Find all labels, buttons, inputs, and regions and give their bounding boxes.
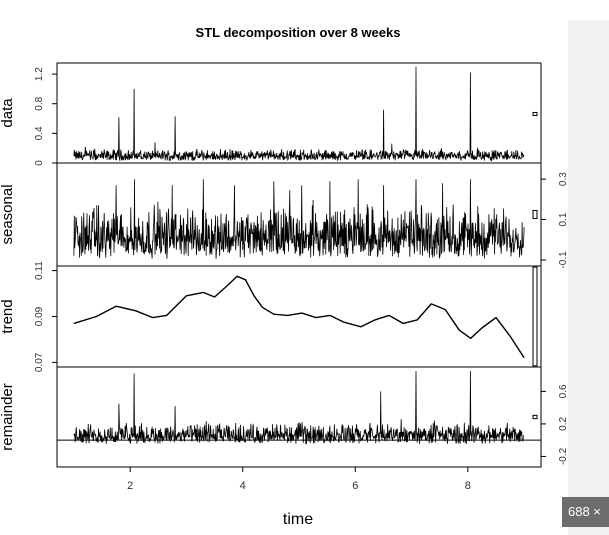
series-line (73, 66, 525, 162)
scale-bar (532, 414, 538, 420)
x-axis-label: time (283, 511, 313, 528)
y-tick: 0.11 (34, 261, 57, 280)
y-tick: 0.1 (541, 212, 569, 227)
y-tick-label: 0.09 (34, 306, 45, 326)
x-tick-label: 4 (240, 480, 246, 492)
y-tick-label: 0.1 (558, 212, 569, 226)
y-tick-label: 0.11 (34, 261, 45, 280)
panel-seasonal: -0.1 0.1 0.3 seasonal (0, 162, 569, 269)
y-tick-label: 0.3 (558, 172, 569, 186)
y-tick-label: 0 (34, 160, 45, 166)
y-tick: 0.4 (34, 126, 57, 140)
x-tick: 4 (240, 467, 246, 492)
y-axis-label: data (0, 98, 16, 128)
y-tick: -0.1 (541, 251, 569, 269)
panel-trend: 0.07 0.09 0.11 trend (0, 261, 542, 372)
y-tick: 0.8 (34, 96, 57, 111)
y-axis-label: seasonal (0, 184, 16, 244)
panel-data: 0 0.4 0.8 1.2 data (0, 62, 542, 166)
y-tick: 0.2 (541, 417, 569, 431)
y-tick-label: -0.1 (558, 251, 569, 269)
x-axis: 2 4 6 8 (127, 467, 471, 492)
y-tick-label: -0.2 (558, 447, 569, 465)
y-axis-label: trend (0, 299, 16, 333)
y-tick-label: 0.4 (34, 126, 45, 140)
scale-bar (532, 266, 538, 367)
y-tick: 0 (34, 160, 57, 166)
x-tick-label: 6 (352, 480, 358, 492)
panel-frame (56, 62, 542, 164)
image-size-badge: 688 × (562, 497, 609, 527)
y-tick: 1.2 (34, 67, 57, 81)
x-tick-label: 8 (465, 480, 471, 492)
scale-bar (532, 111, 538, 116)
panel-frame (56, 162, 542, 267)
panel-frame (56, 366, 542, 468)
y-axis-label: remainder (0, 383, 16, 451)
chart-title: STL decomposition over 8 weeks (196, 25, 401, 40)
x-tick: 2 (127, 467, 133, 492)
x-tick: 6 (352, 467, 358, 492)
y-tick: -0.2 (541, 447, 569, 465)
y-tick: 0.3 (541, 172, 569, 186)
series-line (73, 275, 525, 359)
series-line (73, 371, 525, 445)
y-tick: 0.07 (34, 352, 57, 372)
x-tick-label: 2 (127, 480, 133, 492)
y-tick-label: 0.2 (558, 417, 569, 431)
y-tick-label: 0.6 (558, 384, 569, 398)
side-panel (568, 20, 609, 535)
panels-group: 0 0.4 0.8 1.2 data -0.1 0.1 0.3 seasonal 0.07 0.09… (0, 62, 569, 468)
y-tick: 0.6 (541, 384, 569, 398)
y-tick-label: 0.07 (34, 352, 45, 372)
x-tick: 8 (465, 467, 471, 492)
panel-frame (56, 265, 542, 368)
panel-remainder: -0.2 0.2 0.6 remainder (0, 366, 569, 468)
y-tick-label: 0.8 (34, 96, 45, 110)
scale-bar (532, 209, 538, 220)
series-line (73, 179, 525, 259)
y-tick-label: 1.2 (34, 67, 45, 81)
y-tick: 0.09 (34, 306, 57, 326)
